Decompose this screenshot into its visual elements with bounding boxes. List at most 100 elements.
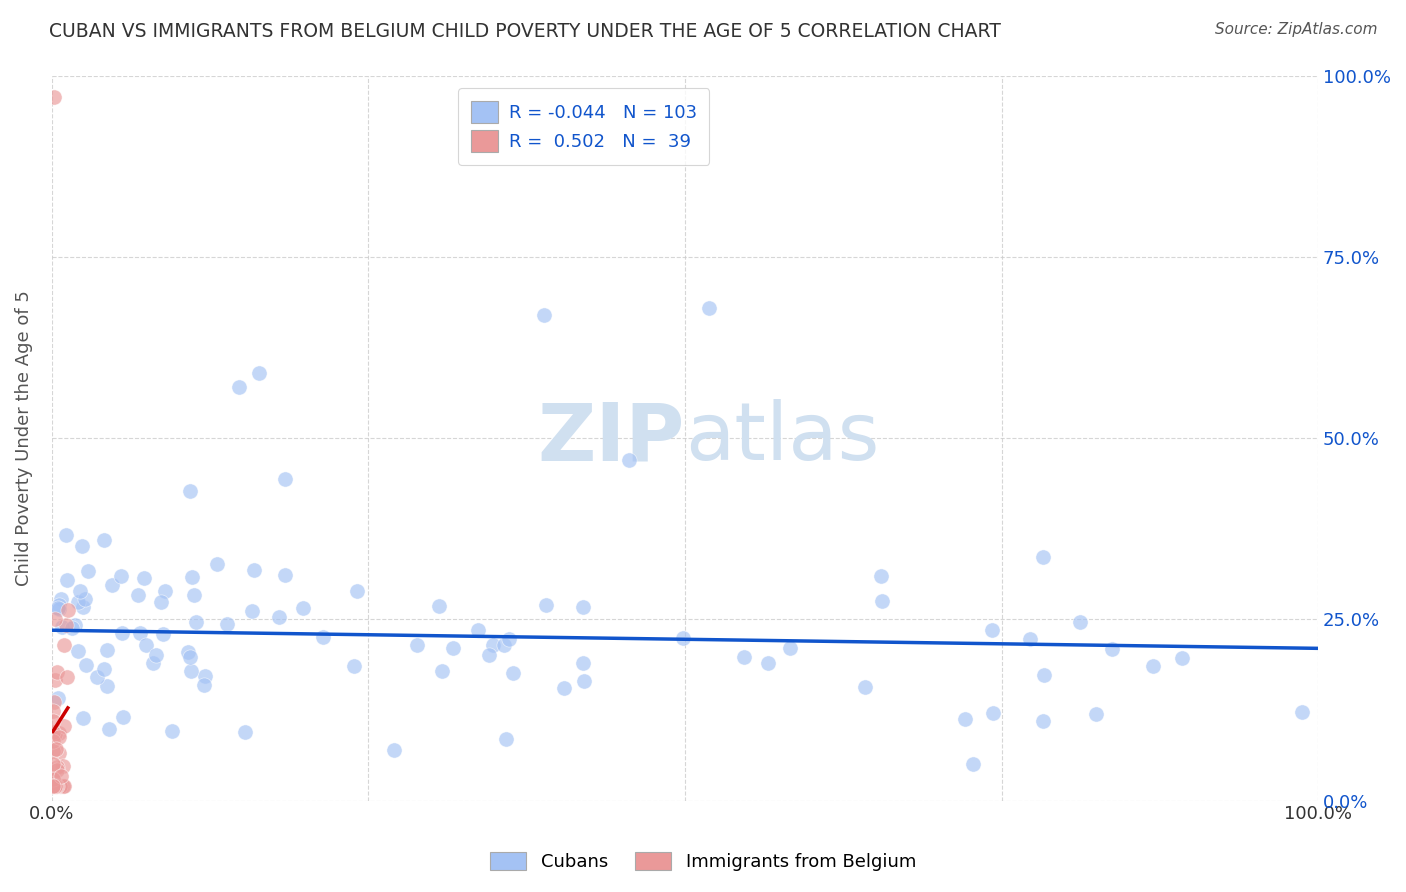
Point bbox=[274, 472, 297, 486]
Point bbox=[291, 601, 314, 615]
Point bbox=[55, 527, 77, 541]
Point bbox=[1069, 615, 1091, 630]
Point bbox=[572, 674, 595, 689]
Point bbox=[44, 695, 66, 709]
Point bbox=[48, 746, 70, 760]
Point bbox=[312, 630, 335, 644]
Point bbox=[1032, 714, 1054, 728]
Point bbox=[228, 380, 250, 394]
Point bbox=[52, 719, 75, 733]
Point bbox=[430, 664, 453, 678]
Point bbox=[571, 657, 593, 671]
Point bbox=[672, 631, 695, 645]
Point bbox=[45, 665, 67, 679]
Point bbox=[127, 588, 149, 602]
Point bbox=[553, 681, 575, 695]
Point bbox=[45, 760, 67, 774]
Point bbox=[870, 594, 893, 608]
Point bbox=[86, 670, 108, 684]
Point bbox=[441, 641, 464, 656]
Point bbox=[180, 664, 202, 678]
Point bbox=[44, 673, 66, 688]
Point bbox=[495, 732, 517, 747]
Point bbox=[571, 600, 593, 615]
Point bbox=[69, 584, 91, 599]
Point bbox=[478, 648, 501, 663]
Point bbox=[45, 742, 67, 756]
Point bbox=[60, 621, 83, 635]
Point bbox=[492, 638, 515, 652]
Text: CUBAN VS IMMIGRANTS FROM BELGIUM CHILD POVERTY UNDER THE AGE OF 5 CORRELATION CH: CUBAN VS IMMIGRANTS FROM BELGIUM CHILD P… bbox=[49, 22, 1001, 41]
Point bbox=[48, 730, 70, 744]
Point bbox=[129, 626, 152, 640]
Point bbox=[153, 583, 176, 598]
Point bbox=[70, 539, 93, 553]
Point bbox=[343, 659, 366, 673]
Point bbox=[45, 779, 67, 793]
Point bbox=[66, 644, 89, 658]
Point bbox=[1291, 705, 1313, 719]
Point bbox=[502, 666, 524, 681]
Point bbox=[63, 617, 86, 632]
Point bbox=[56, 603, 79, 617]
Point bbox=[42, 734, 65, 748]
Point bbox=[46, 763, 69, 777]
Point bbox=[533, 308, 555, 322]
Point bbox=[193, 678, 215, 692]
Point bbox=[267, 610, 290, 624]
Point bbox=[56, 573, 79, 587]
Point bbox=[97, 723, 120, 737]
Point bbox=[72, 710, 94, 724]
Point bbox=[697, 301, 720, 315]
Point bbox=[42, 714, 65, 728]
Point bbox=[100, 578, 122, 592]
Point bbox=[733, 649, 755, 664]
Point bbox=[96, 643, 118, 657]
Point bbox=[184, 615, 207, 630]
Point bbox=[179, 650, 201, 665]
Point bbox=[44, 90, 66, 104]
Point bbox=[427, 599, 450, 613]
Point bbox=[853, 680, 876, 694]
Point bbox=[45, 779, 67, 793]
Point bbox=[42, 779, 65, 793]
Point bbox=[243, 563, 266, 577]
Point bbox=[51, 620, 73, 634]
Point bbox=[1101, 642, 1123, 657]
Point bbox=[177, 645, 200, 659]
Point bbox=[48, 779, 70, 793]
Point bbox=[48, 598, 70, 612]
Point bbox=[382, 743, 405, 757]
Point bbox=[135, 639, 157, 653]
Point bbox=[134, 571, 156, 585]
Point bbox=[346, 584, 368, 599]
Point bbox=[1019, 632, 1042, 647]
Point bbox=[42, 757, 65, 772]
Point bbox=[215, 616, 238, 631]
Point bbox=[1032, 549, 1054, 564]
Point bbox=[240, 604, 263, 618]
Point bbox=[179, 484, 201, 499]
Point bbox=[44, 727, 66, 741]
Point bbox=[160, 723, 183, 738]
Point bbox=[45, 779, 67, 793]
Point bbox=[405, 638, 427, 652]
Point bbox=[42, 772, 65, 787]
Point bbox=[42, 725, 65, 739]
Point bbox=[46, 690, 69, 705]
Text: Source: ZipAtlas.com: Source: ZipAtlas.com bbox=[1215, 22, 1378, 37]
Point bbox=[44, 612, 66, 626]
Point bbox=[142, 656, 165, 670]
Point bbox=[53, 638, 76, 652]
Point bbox=[779, 641, 801, 656]
Point bbox=[110, 568, 132, 582]
Point bbox=[44, 779, 66, 793]
Point bbox=[46, 601, 69, 615]
Point bbox=[1033, 667, 1056, 681]
Point bbox=[53, 779, 76, 793]
Point bbox=[233, 724, 256, 739]
Point bbox=[1171, 651, 1194, 665]
Y-axis label: Child Poverty Under the Age of 5: Child Poverty Under the Age of 5 bbox=[15, 290, 32, 586]
Point bbox=[52, 779, 75, 793]
Point bbox=[756, 657, 779, 671]
